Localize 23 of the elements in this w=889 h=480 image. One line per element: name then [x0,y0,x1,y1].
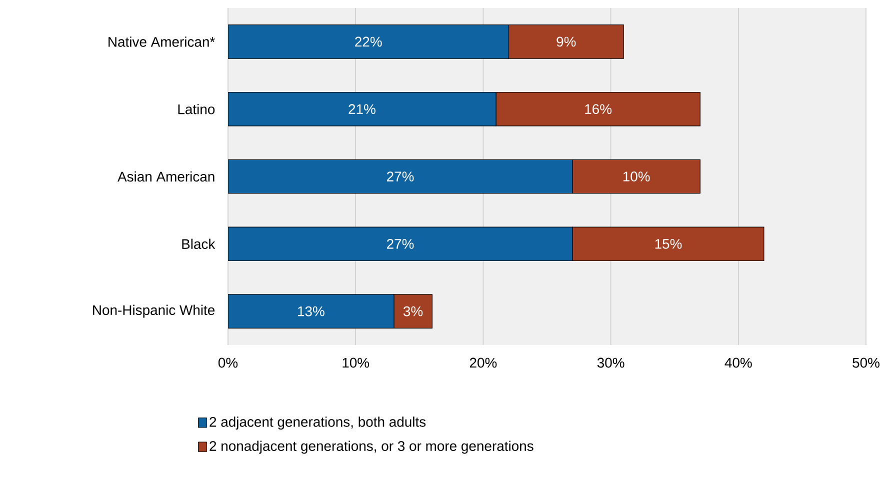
data-label: 3% [403,306,423,316]
x-tick-label: 50% [852,358,880,368]
x-tick-label: 10% [342,358,370,368]
data-label: 27% [387,238,414,249]
y-tick-label: Asian American [118,171,214,182]
x-tick-label: 30% [597,358,624,368]
legend-label: 2 nonadjacent generations, or 3 or more generations [210,440,534,454]
data-label: 10% [623,172,650,182]
data-label: 21% [348,104,376,114]
x-tick-label: 40% [724,358,752,368]
data-label: 13% [298,306,324,316]
x-tick-label: 20% [470,358,497,368]
data-label: 9% [556,36,576,47]
data-label: 16% [585,104,612,114]
data-label: 15% [655,238,682,249]
y-tick-label: Black [182,238,216,250]
x-tick-label: 0% [218,358,238,368]
y-tick-label: Latino [178,104,215,114]
legend-label: 2 adjacent generations, both adults [210,416,426,430]
y-tick-label: Non-Hispanic White [93,304,215,318]
data-label: 22% [355,36,382,47]
data-label: 27% [387,172,414,182]
y-tick-label: Native American* [108,36,215,47]
